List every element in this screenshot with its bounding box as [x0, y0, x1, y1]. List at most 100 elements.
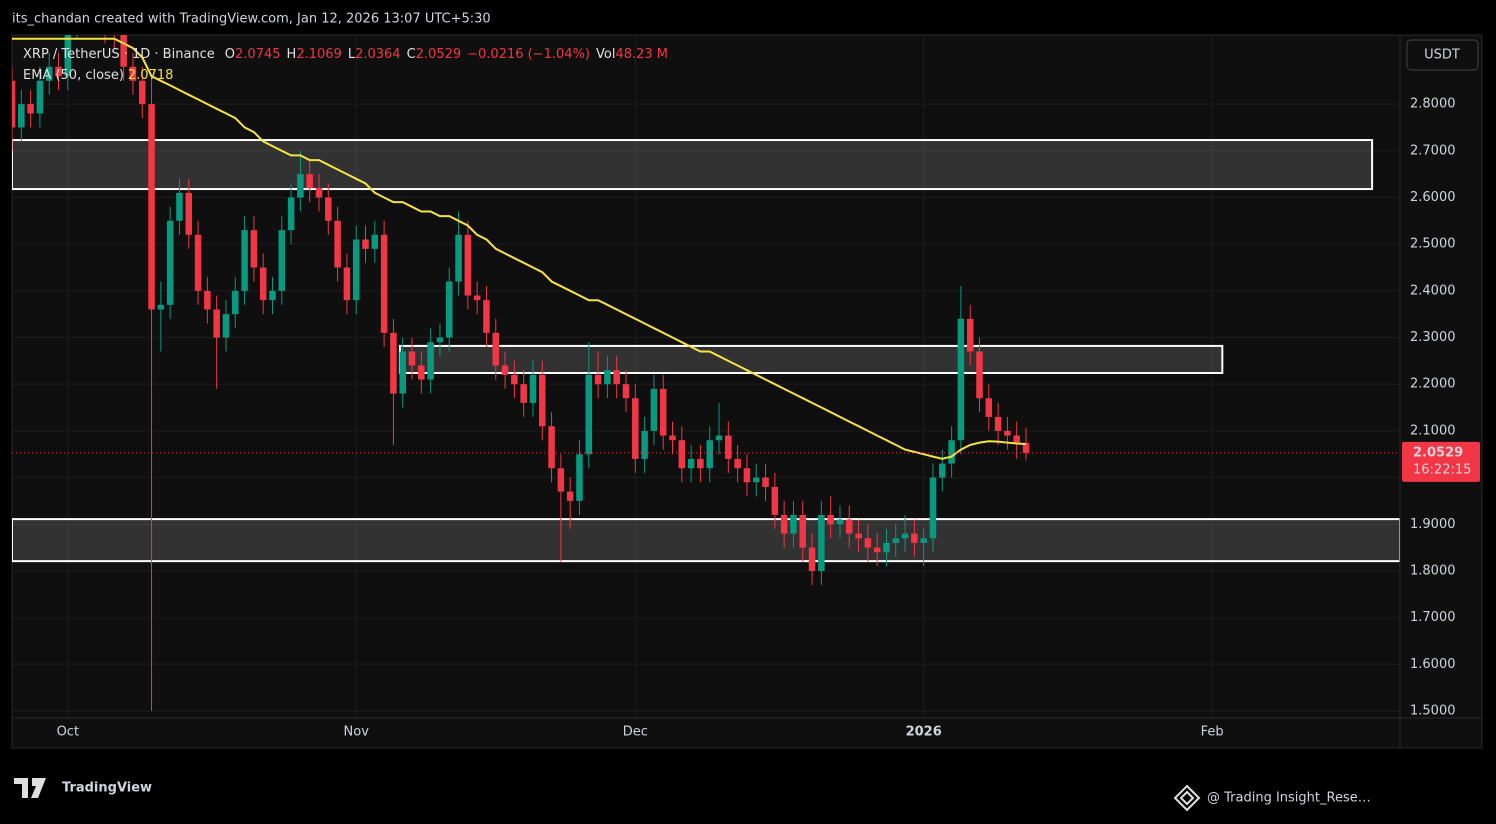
candle-body: [473, 295, 481, 301]
low-value: 2.0364: [355, 47, 401, 62]
x-tick-label: Feb: [1201, 725, 1224, 740]
currency-button[interactable]: [1406, 39, 1479, 71]
candle-body: [939, 463, 946, 478]
volume-value: 48.23 M: [615, 47, 668, 62]
candle-body: [55, 66, 62, 77]
last-price-box: [1402, 441, 1480, 482]
y-tick-label: 2.8000: [1410, 97, 1456, 112]
volume-label: Vol: [596, 47, 615, 62]
candle-body: [241, 230, 248, 291]
candle-body: [957, 318, 965, 441]
candle-body: [483, 300, 490, 333]
candle-body: [697, 458, 704, 469]
y-tick-label: 2.4000: [1410, 283, 1456, 298]
candle-body: [390, 332, 397, 394]
candle-body: [539, 374, 546, 427]
candle-body: [576, 454, 583, 501]
candle-body: [501, 365, 509, 375]
y-tick-label: 2.3000: [1410, 330, 1456, 345]
candle-body: [706, 440, 713, 469]
candle-body: [334, 220, 341, 268]
high-value: 2.1069: [296, 47, 342, 62]
candle-body: [873, 547, 881, 553]
candle-body: [297, 174, 304, 198]
candle-body: [204, 290, 211, 310]
open-label: O: [225, 47, 235, 62]
candle-body: [138, 80, 146, 105]
candle-body: [511, 374, 518, 385]
candle-body: [325, 197, 332, 221]
candle-body: [222, 314, 230, 338]
plot-area: [12, 35, 1400, 718]
candle-body: [641, 430, 648, 459]
candle-body: [687, 458, 695, 469]
candle-body: [799, 514, 807, 548]
candle-body: [855, 533, 862, 539]
candle-body: [771, 486, 779, 515]
x-tick-label: Dec: [623, 725, 648, 740]
candle-body: [436, 337, 444, 343]
candle-body: [12, 80, 16, 128]
candle-body: [287, 197, 295, 231]
ema-value: 2.0718: [128, 68, 174, 83]
brand-logo: TradingView: [14, 778, 152, 798]
candle-body: [232, 290, 239, 315]
candle-body: [148, 104, 155, 310]
candle-body: [36, 80, 44, 114]
candle-body: [250, 230, 258, 268]
time-axis: Oct Nov Dec 2026 Feb: [57, 725, 1224, 740]
candle-body: [780, 514, 788, 534]
candle-body: [752, 477, 760, 483]
candle-body: [632, 398, 639, 459]
candle-body: [901, 533, 909, 539]
zone: [12, 518, 1400, 563]
candle-body: [762, 477, 769, 487]
candle-body: [715, 435, 723, 441]
candle-body: [27, 104, 34, 114]
candle-body: [929, 477, 937, 539]
candle-body: [166, 220, 174, 305]
candle-body: [418, 365, 425, 380]
candle-body: [566, 491, 574, 501]
candle-body: [585, 374, 593, 455]
candle-body: [306, 174, 313, 189]
candle-body: [743, 468, 751, 483]
candle-body: [176, 192, 183, 221]
candle-body: [808, 547, 816, 571]
candle-body: [669, 435, 676, 441]
y-tick-label: 2.2000: [1410, 377, 1456, 392]
y-tick-label: 2.1000: [1410, 423, 1456, 438]
candle-body: [594, 374, 602, 385]
y-tick-label: 1.7000: [1410, 610, 1456, 625]
low-label: L: [348, 47, 356, 62]
candle-body: [529, 374, 537, 403]
ema-line: [12, 37, 1027, 460]
y-tick-label: 2.5000: [1410, 237, 1456, 252]
candle-body: [455, 234, 462, 282]
candle-body: [45, 66, 53, 81]
candle-body: [427, 342, 434, 380]
candle-body: [613, 370, 620, 385]
candle-body: [678, 440, 686, 469]
close-value: 2.0529: [416, 47, 462, 62]
candle-body: [920, 538, 927, 543]
last-price-label: 2.0529: [1413, 445, 1463, 460]
candle-body: [408, 351, 416, 366]
candle-body: [818, 514, 825, 571]
high-label: H: [287, 47, 297, 62]
candle-body: [120, 35, 127, 67]
candle-body: [18, 104, 25, 128]
x-tick-label: Oct: [57, 725, 79, 740]
candle-body: [269, 290, 276, 301]
candle-body: [548, 426, 555, 469]
y-tick-label: 1.9000: [1410, 517, 1456, 532]
y-tick-label: 2.7000: [1410, 143, 1456, 158]
candle-body: [185, 192, 193, 235]
currency-label: USDT: [1424, 48, 1460, 63]
candle-body: [520, 384, 527, 403]
y-tick-label: 1.5000: [1410, 703, 1456, 718]
candle-body: [343, 267, 351, 301]
candle-body: [911, 533, 918, 543]
zone: [398, 344, 1224, 374]
